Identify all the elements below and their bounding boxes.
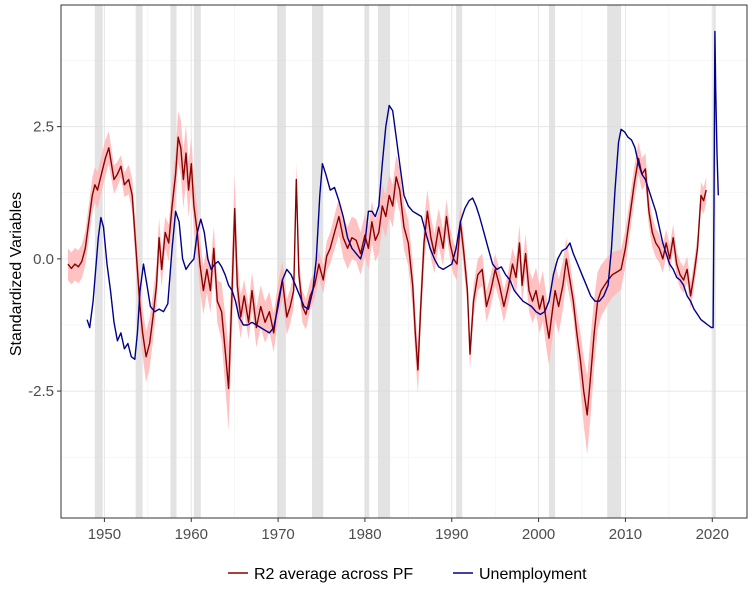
x-tick-label: 1960 <box>175 526 208 543</box>
recession-band <box>170 5 177 518</box>
legend-item-unemployment: Unemployment <box>453 566 587 583</box>
legend: R2 average across PF Unemployment <box>228 566 587 583</box>
recession-band <box>193 5 201 518</box>
x-tick-label: 2000 <box>522 526 555 543</box>
legend-item-r2-average: R2 average across PF <box>228 566 413 583</box>
x-tick-label: 1980 <box>348 526 381 543</box>
series-line-unemployment <box>86 30 719 360</box>
x-tick-label: 2020 <box>696 526 729 543</box>
recession-band <box>135 5 143 518</box>
panel-border <box>60 4 748 519</box>
plot-area: 1950 1960 1970 1980 1990 2000 2010 2020 2.5 0.0 -2… <box>28 4 748 543</box>
y-tick-label: 2.5 <box>33 119 54 136</box>
y-axis-title: Standardized Variables <box>8 192 25 356</box>
recession-band <box>94 5 103 518</box>
x-tick-label: 1950 <box>88 526 121 543</box>
recession-band <box>377 5 391 518</box>
x-tick-label: 1970 <box>261 526 294 543</box>
y-tick-label: -2.5 <box>28 383 54 400</box>
recession-band <box>713 5 716 518</box>
legend-label: Unemployment <box>479 566 587 583</box>
series-line-r2-average <box>67 136 707 416</box>
recession-band <box>549 5 556 518</box>
y-tick-label: 0.0 <box>33 251 54 268</box>
recession-band <box>277 5 286 518</box>
x-tick-label: 2010 <box>609 526 642 543</box>
recession-band <box>456 5 463 518</box>
x-tick-label: 1990 <box>435 526 468 543</box>
legend-label: R2 average across PF <box>254 566 413 583</box>
